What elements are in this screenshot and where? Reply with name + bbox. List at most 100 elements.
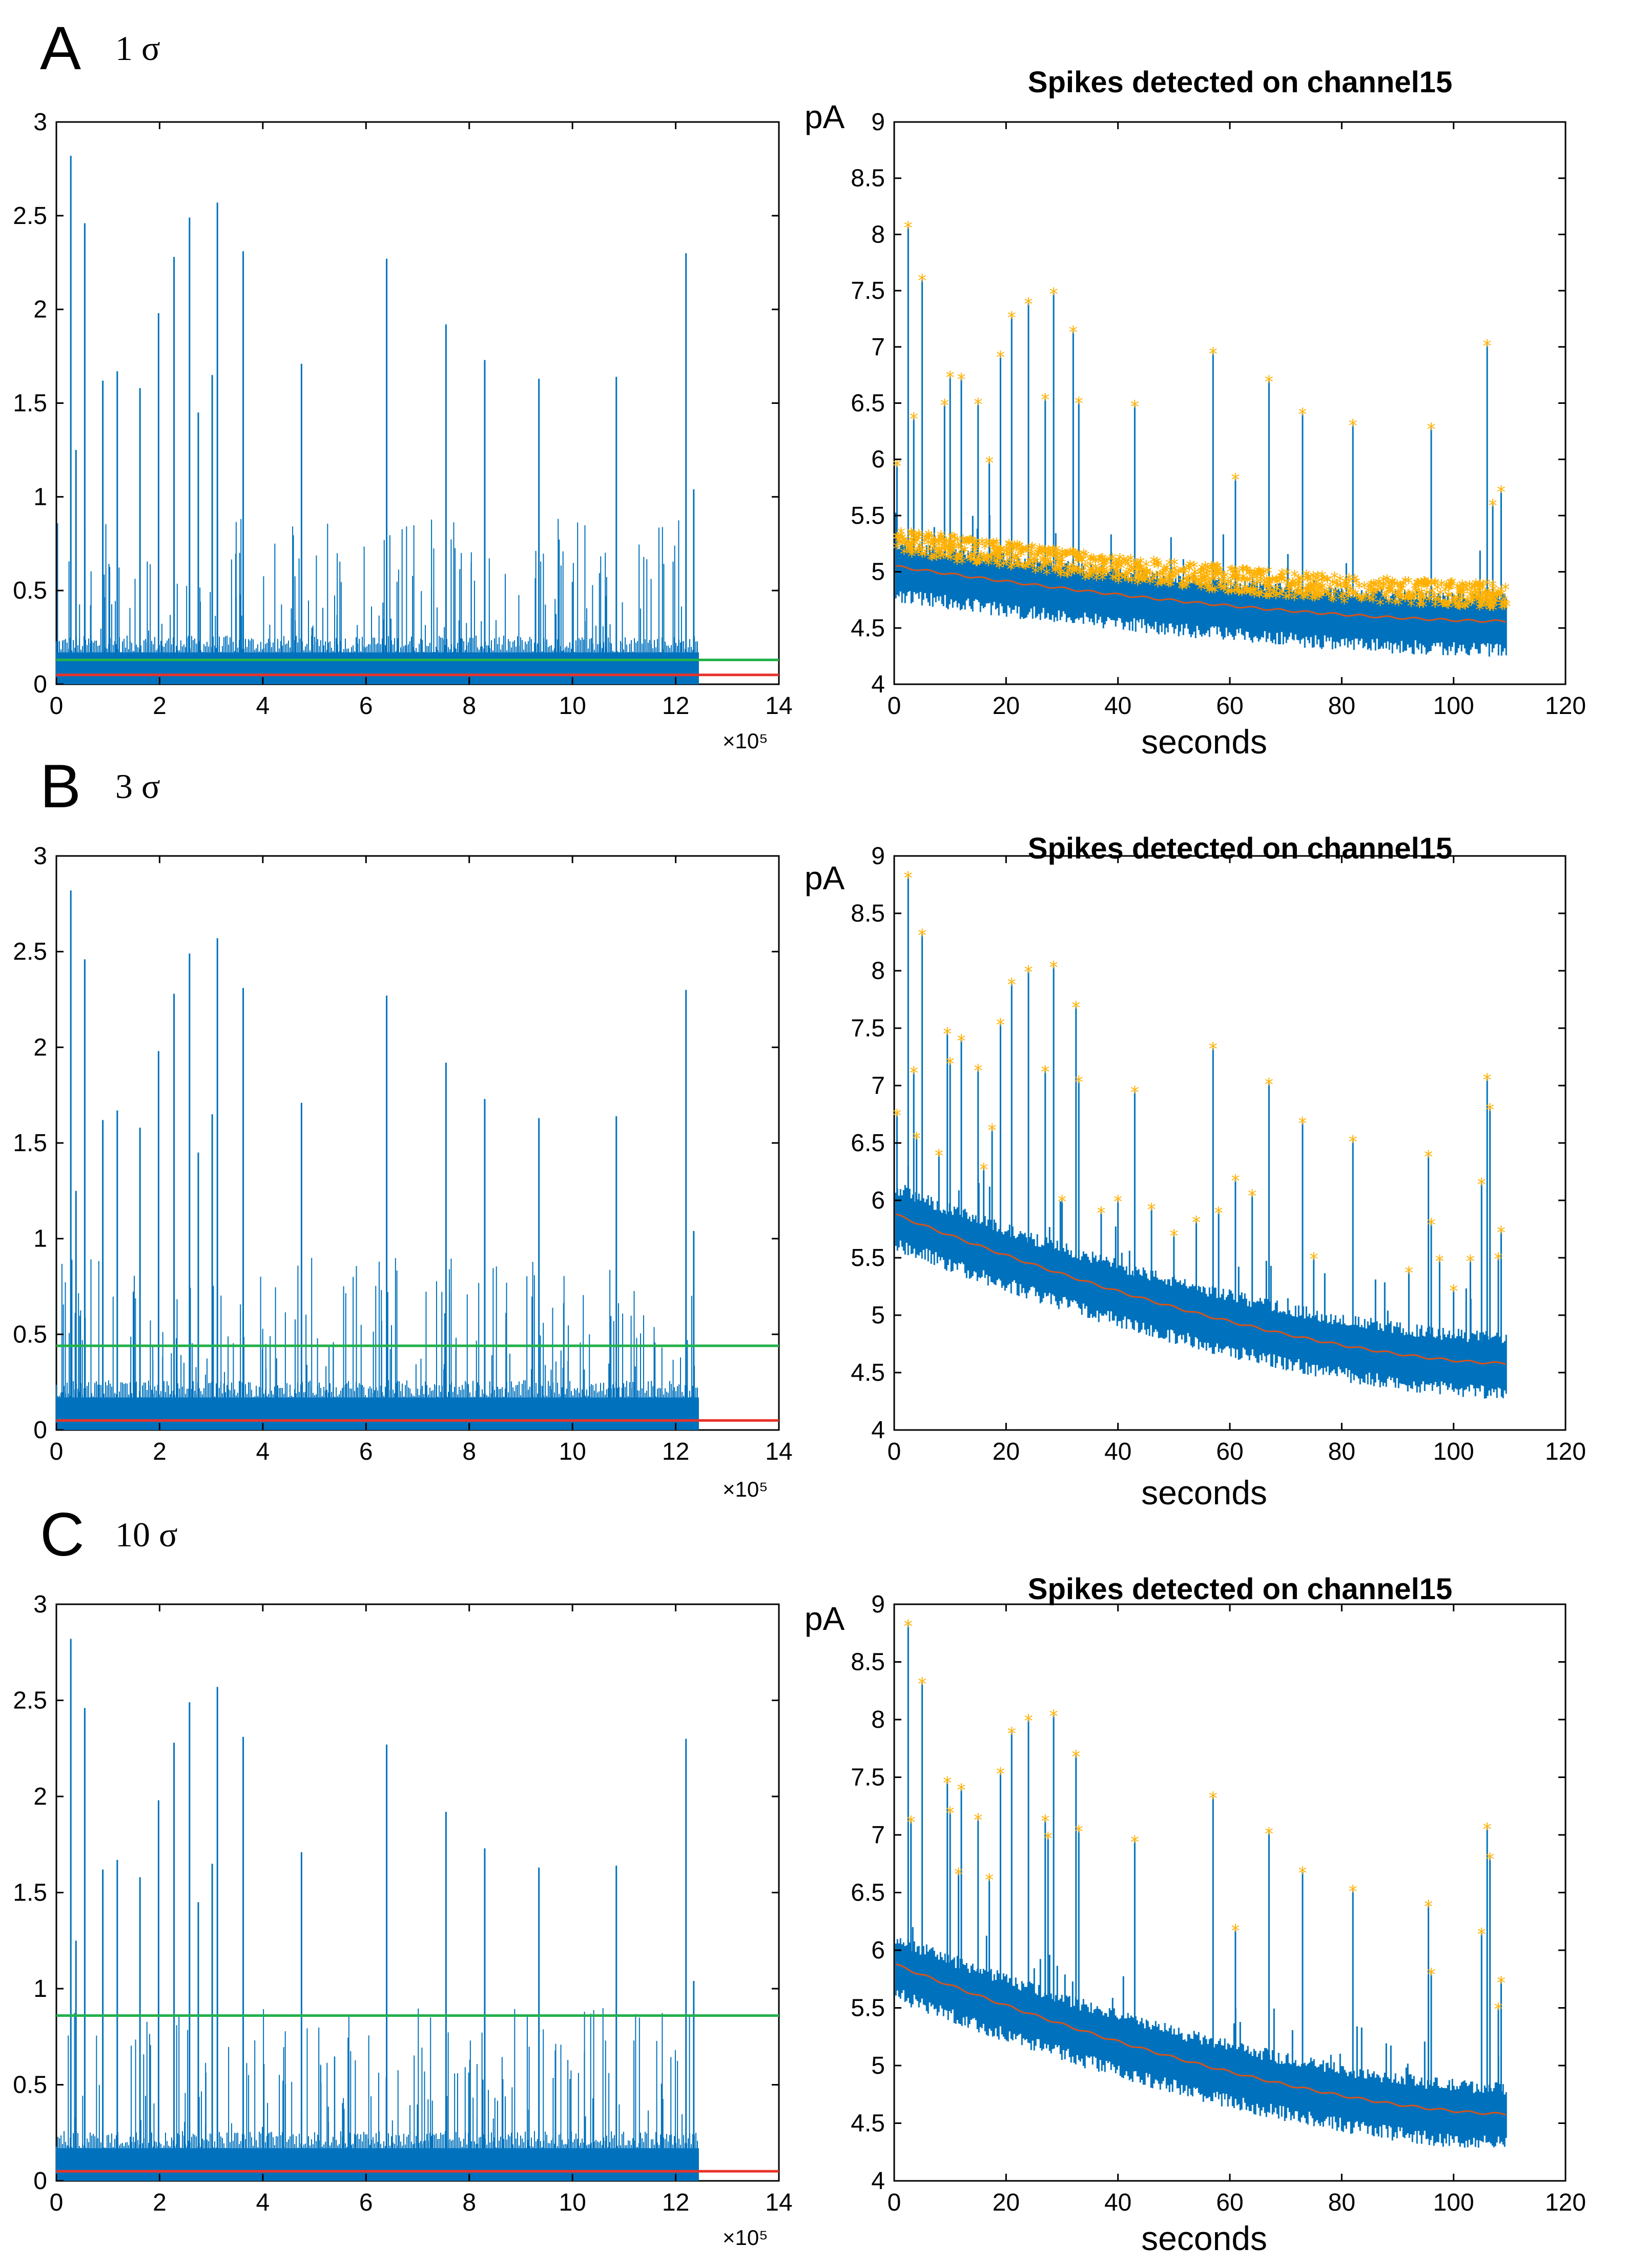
spike-marker: * — [1349, 416, 1357, 436]
threshold-crossing-marker: * — [1451, 597, 1460, 618]
spike-marker: * — [1209, 344, 1218, 364]
y-tick-label: 5.5 — [851, 502, 885, 529]
threshold-crossing-marker: * — [1016, 544, 1025, 564]
threshold-crossing-marker: * — [1086, 561, 1095, 582]
threshold-crossing-marker: * — [1384, 575, 1393, 595]
threshold-crossing-marker: * — [1114, 555, 1123, 575]
threshold-crossing-marker: * — [1040, 543, 1048, 563]
threshold-crossing-marker: * — [1445, 587, 1453, 607]
x-tick-label: 100 — [1433, 1438, 1474, 1465]
threshold-crossing-marker: * — [1197, 564, 1206, 584]
threshold-crossing-marker: * — [1341, 574, 1349, 595]
threshold-crossing-marker: * — [1383, 571, 1391, 591]
spike-marker: * — [1007, 308, 1016, 329]
threshold-crossing-marker: * — [1116, 550, 1124, 570]
threshold-crossing-marker: * — [1022, 541, 1031, 562]
threshold-crossing-marker: * — [970, 540, 978, 561]
threshold-crossing-marker: * — [1209, 559, 1218, 579]
threshold-crossing-marker: * — [1305, 583, 1314, 603]
threshold-crossing-marker: * — [1288, 574, 1297, 595]
threshold-crossing-marker: * — [920, 533, 929, 554]
threshold-crossing-marker: * — [1033, 547, 1041, 568]
threshold-crossing-marker: * — [960, 542, 969, 563]
threshold-crossing-marker: * — [980, 552, 989, 573]
threshold-crossing-marker: * — [960, 534, 969, 555]
threshold-crossing-marker: * — [1463, 597, 1472, 617]
threshold-crossing-marker: * — [946, 536, 955, 557]
threshold-crossing-marker: * — [1435, 592, 1444, 612]
threshold-crossing-marker: * — [1312, 571, 1321, 591]
threshold-crossing-marker: * — [1489, 581, 1498, 602]
threshold-crossing-marker: * — [975, 554, 984, 575]
threshold-crossing-marker: * — [907, 526, 916, 546]
threshold-crossing-marker: * — [1317, 581, 1326, 601]
threshold-crossing-marker: * — [1115, 568, 1124, 588]
spike-marker: * — [943, 1024, 952, 1045]
threshold-crossing-marker: * — [1049, 542, 1058, 562]
threshold-crossing-marker: * — [944, 539, 953, 559]
threshold-crossing-marker: * — [1264, 577, 1273, 598]
threshold-crossing-marker: * — [1345, 570, 1353, 590]
threshold-crossing-marker: * — [1220, 575, 1229, 595]
threshold-crossing-marker: * — [1066, 544, 1075, 565]
threshold-crossing-marker: * — [1398, 589, 1407, 610]
threshold-crossing-marker: * — [1068, 561, 1077, 582]
threshold-crossing-marker: * — [1490, 591, 1498, 612]
y-tick-label: 6 — [871, 446, 885, 473]
threshold-crossing-marker: * — [1228, 561, 1237, 582]
x-tick-label: 0 — [50, 1438, 64, 1465]
threshold-crossing-marker: * — [1455, 598, 1464, 619]
threshold-crossing-marker: * — [1336, 578, 1345, 599]
panel-letter-c: C — [40, 1500, 85, 1569]
threshold-crossing-marker: * — [1051, 563, 1060, 583]
threshold-crossing-marker: * — [1378, 576, 1387, 597]
y-tick-label: 6.5 — [851, 390, 885, 417]
threshold-crossing-marker: * — [955, 548, 963, 569]
threshold-crossing-marker: * — [1206, 579, 1214, 599]
threshold-crossing-marker: * — [978, 534, 986, 555]
threshold-crossing-marker: * — [990, 546, 998, 566]
trend-line — [896, 565, 1506, 623]
spike-marker: * — [1435, 1251, 1444, 1272]
threshold-crossing-marker: * — [1396, 588, 1405, 609]
threshold-crossing-marker: * — [1078, 564, 1087, 584]
x-tick-label: 40 — [1104, 692, 1131, 720]
threshold-crossing-marker: * — [1098, 567, 1107, 587]
y-tick-label: 7 — [871, 334, 885, 361]
spike-marker: * — [1075, 1822, 1083, 1842]
threshold-crossing-marker: * — [937, 529, 945, 550]
threshold-crossing-marker: * — [1015, 557, 1023, 578]
threshold-crossing-marker: * — [1150, 557, 1159, 577]
threshold-crossing-marker: * — [1300, 589, 1308, 610]
threshold-crossing-marker: * — [900, 544, 909, 565]
threshold-crossing-marker: * — [1134, 575, 1142, 596]
spike-marker: * — [1049, 957, 1058, 978]
threshold-crossing-marker: * — [902, 535, 911, 555]
threshold-crossing-marker: * — [1024, 556, 1033, 577]
threshold-crossing-marker: * — [1355, 578, 1364, 599]
threshold-crossing-marker: * — [1311, 586, 1320, 606]
threshold-crossing-marker: * — [1469, 590, 1478, 610]
threshold-crossing-marker: * — [1091, 559, 1100, 580]
threshold-crossing-marker: * — [982, 535, 991, 555]
threshold-crossing-marker: * — [1037, 543, 1046, 564]
threshold-crossing-marker: * — [955, 547, 963, 567]
threshold-crossing-marker: * — [908, 526, 917, 547]
y-tick-label: 6 — [871, 1187, 885, 1214]
x-tick-label: 4 — [256, 2189, 270, 2216]
spike-marker: * — [906, 1812, 915, 1833]
threshold-crossing-marker: * — [1292, 586, 1301, 606]
threshold-crossing-marker: * — [1178, 579, 1187, 600]
y-tick-label: 5 — [871, 2052, 885, 2079]
threshold-crossing-marker: * — [1003, 541, 1012, 562]
threshold-crossing-marker: * — [1419, 590, 1428, 611]
threshold-crossing-marker: * — [1056, 567, 1065, 587]
threshold-crossing-marker: * — [1137, 554, 1145, 574]
threshold-crossing-marker: * — [1137, 562, 1146, 583]
y-tick-label: 2.5 — [13, 202, 47, 230]
threshold-crossing-marker: * — [1152, 567, 1161, 588]
x-tick-label: 4 — [256, 692, 270, 720]
threshold-crossing-marker: * — [1241, 583, 1249, 603]
threshold-crossing-marker: * — [1233, 581, 1242, 602]
threshold-crossing-marker: * — [1246, 584, 1255, 604]
